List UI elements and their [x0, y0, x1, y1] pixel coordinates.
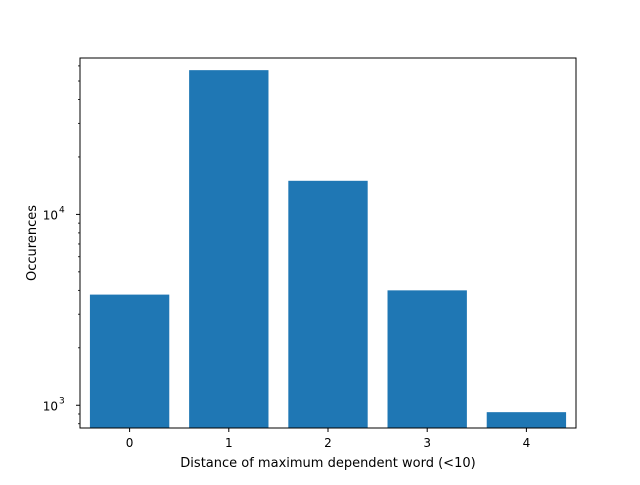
bar-1: [189, 70, 269, 428]
y-tick-label-exponent: 4: [59, 205, 65, 215]
bar-2: [288, 180, 368, 428]
y-tick-label: 10: [43, 208, 58, 222]
x-tick-label: 1: [225, 436, 233, 450]
x-tick-label: 2: [324, 436, 332, 450]
plot-frame: [79, 57, 577, 429]
x-tick-label: 4: [523, 436, 531, 450]
x-axis-label: Distance of maximum dependent word (<10): [180, 456, 475, 471]
bars-group: [89, 70, 567, 428]
bar-3: [387, 290, 467, 428]
bar-4: [486, 412, 567, 428]
x-tick-label: 3: [423, 436, 431, 450]
y-tick-label-exponent: 3: [59, 396, 65, 406]
x-axis-ticks: 0 1 2 3 4: [126, 428, 530, 450]
bar-0: [89, 294, 170, 428]
x-tick-label: 0: [126, 436, 134, 450]
y-tick-label: 10: [43, 399, 58, 413]
y-axis-label: Occurences: [25, 205, 40, 281]
